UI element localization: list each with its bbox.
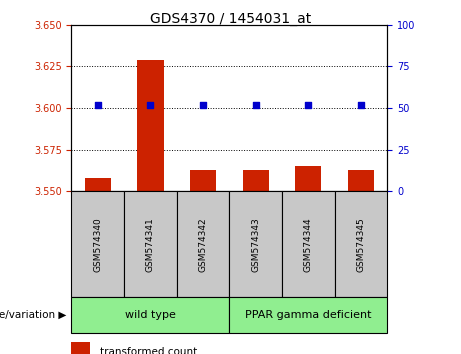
Bar [348, 170, 374, 191]
Bar [71, 343, 90, 354]
Point [305, 102, 312, 108]
Text: GSM574345: GSM574345 [356, 217, 366, 272]
Bar [71, 297, 229, 333]
Bar [85, 178, 111, 191]
Bar [229, 297, 387, 333]
Bar [335, 191, 387, 297]
Point [199, 102, 207, 108]
Bar [71, 191, 124, 297]
Text: GDS4370 / 1454031_at: GDS4370 / 1454031_at [150, 12, 311, 27]
Point [94, 102, 101, 108]
Bar [124, 191, 177, 297]
Text: genotype/variation ▶: genotype/variation ▶ [0, 310, 67, 320]
Bar [137, 60, 164, 191]
Bar [242, 170, 269, 191]
Text: wild type: wild type [125, 310, 176, 320]
Point [252, 102, 260, 108]
Text: GSM574343: GSM574343 [251, 217, 260, 272]
Bar [282, 191, 335, 297]
Point [357, 102, 365, 108]
Bar [229, 191, 282, 297]
Text: GSM574344: GSM574344 [304, 217, 313, 272]
Text: GSM574341: GSM574341 [146, 217, 155, 272]
Bar [177, 191, 229, 297]
Text: GSM574340: GSM574340 [93, 217, 102, 272]
Point [147, 102, 154, 108]
Text: GSM574342: GSM574342 [199, 217, 207, 272]
Bar [190, 170, 216, 191]
Bar [295, 166, 321, 191]
Text: transformed count: transformed count [100, 347, 197, 354]
Text: PPAR gamma deficient: PPAR gamma deficient [245, 310, 372, 320]
